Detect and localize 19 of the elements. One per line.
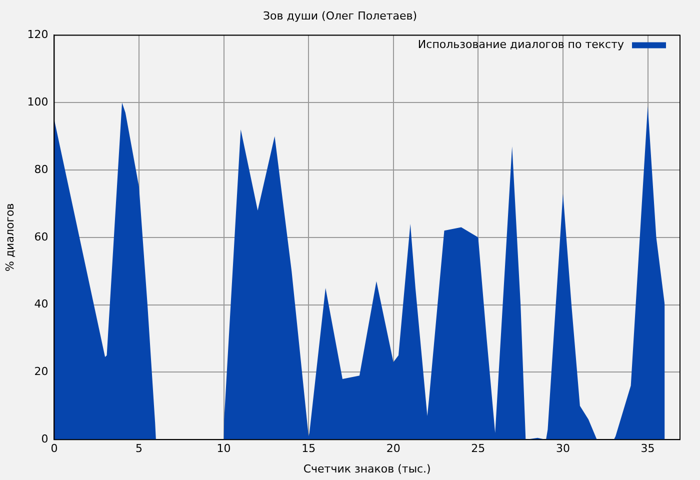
- chart-title: Зов души (Олег Полетаев): [262, 9, 418, 22]
- y-tick-label: 80: [34, 162, 48, 176]
- x-tick-label: 25: [471, 442, 486, 456]
- y-tick-label: 120: [27, 28, 48, 42]
- y-tick-label: 0: [41, 432, 48, 446]
- x-tick-label: 0: [50, 442, 58, 456]
- x-tick-label: 35: [640, 442, 655, 456]
- x-tick-label: 5: [135, 442, 142, 456]
- x-tick-label: 30: [556, 442, 570, 456]
- y-tick-label: 40: [34, 298, 48, 311]
- x-tick-label: 10: [216, 442, 231, 456]
- y-axis-title: % диалогов: [3, 203, 16, 272]
- x-tick-label: 20: [386, 442, 400, 456]
- y-tick-label: 100: [27, 95, 48, 108]
- y-tick-label: 60: [34, 230, 48, 244]
- y-tick-label: 20: [34, 365, 48, 378]
- x-axis-title: Счетчик знаков (тыс.): [303, 462, 431, 476]
- legend-label: Использование диалогов по тексту: [418, 38, 624, 52]
- x-tick-label: 15: [302, 442, 316, 456]
